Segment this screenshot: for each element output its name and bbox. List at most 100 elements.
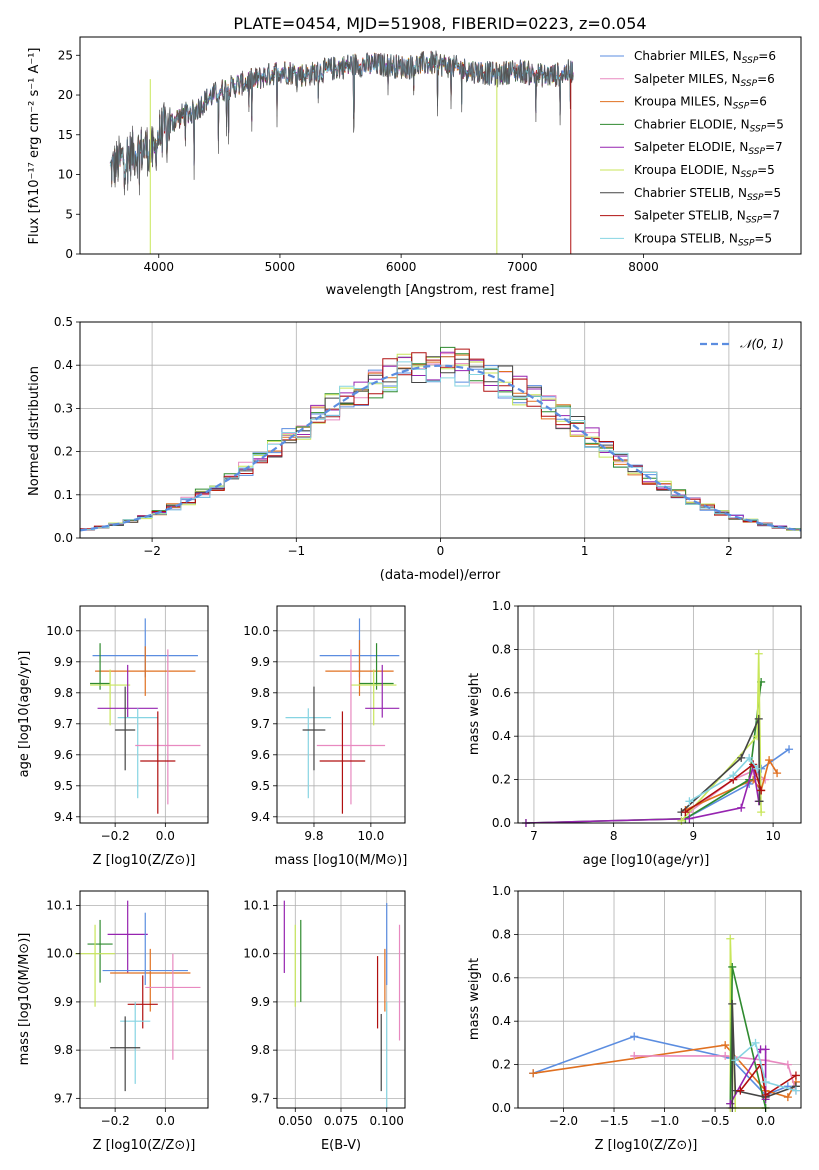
data-marker <box>736 1086 745 1095</box>
y-tick-label: 9.8 <box>251 1043 270 1057</box>
legend-label: Kroupa STELIB, NSSP=5 <box>634 231 772 248</box>
x-tick-label: 0.0 <box>756 1114 775 1128</box>
legend-label: Salpeter MILES, NSSP=6 <box>634 72 775 89</box>
y-tick-label: 9.7 <box>251 1091 270 1105</box>
age-z-xlabel: Z [log10(Z/Z⊙)] <box>93 853 196 868</box>
y-tick-label: 0.6 <box>492 686 511 700</box>
y-tick-label: 9.9 <box>54 995 73 1009</box>
legend-label: Kroupa MILES, NSSP=6 <box>634 95 767 112</box>
legend-label: Salpeter ELODIE, NSSP=7 <box>634 140 783 157</box>
y-tick-label: 10.0 <box>46 624 73 638</box>
x-tick-label: 0 <box>437 544 445 558</box>
data-marker <box>630 1032 639 1041</box>
weight-vs-z-panel: Z [log10(Z/Z⊙)] mass weight −2.0 −1.5 −1.0… <box>467 884 802 1153</box>
mass-ebv-xlabel: E(B-V) <box>321 1138 361 1153</box>
age-mass-xlabel: mass [log10(M/M⊙)] <box>275 853 408 868</box>
y-tick-label: 0.4 <box>492 1014 511 1028</box>
x-tick-label: 9.8 <box>304 829 323 843</box>
legend-label: Chabrier ELODIE, NSSP=5 <box>634 117 784 134</box>
y-tick-label: 9.7 <box>54 1091 73 1105</box>
spectrum-ylabel: Flux [fλ10⁻¹⁷ erg cm⁻² s⁻¹ A⁻¹] <box>27 48 42 245</box>
data-marker <box>728 962 737 971</box>
spectrum-panel: wavelength [Angstrom, rest frame] Flux [… <box>27 36 802 298</box>
plot-frame <box>517 605 802 824</box>
series-line <box>680 718 761 813</box>
weight-z-xlabel: Z [log10(Z/Z⊙)] <box>595 1138 698 1153</box>
data-marker <box>630 1051 639 1060</box>
x-tick-label: −0.2 <box>101 1114 130 1128</box>
data-marker <box>755 797 764 806</box>
data-marker <box>761 1077 770 1086</box>
data-marker <box>757 786 766 795</box>
y-tick-label: 0.0 <box>54 531 73 545</box>
data-marker <box>721 1051 730 1060</box>
x-tick-label: 8000 <box>628 260 659 274</box>
histogram-step-line <box>80 361 801 532</box>
age-vs-mass-panel: mass [log10(M/M⊙)] 9.8 10.0 9.4 9.5 9.6 9.7 9.… <box>243 605 408 868</box>
residuals-ylabel: Normed distribution <box>27 366 42 496</box>
data-marker <box>757 808 766 817</box>
y-tick-label: 0.8 <box>492 927 511 941</box>
x-tick-label: −2.0 <box>549 1114 578 1128</box>
weight-age-ylabel: mass weight <box>467 673 482 755</box>
y-tick-label: 9.6 <box>251 748 270 762</box>
y-tick-label: 20 <box>58 88 73 102</box>
weight-z-ylabel: mass weight <box>467 958 482 1040</box>
y-tick-label: 0.3 <box>54 401 73 415</box>
y-tick-label: 9.4 <box>251 810 270 824</box>
data-marker <box>737 803 746 812</box>
y-tick-label: 9.7 <box>54 717 73 731</box>
y-tick-label: 0.5 <box>54 315 73 329</box>
series-line <box>532 1035 789 1096</box>
y-tick-label: 9.9 <box>251 655 270 669</box>
residuals-panel: (data-model)/error Normed distribution −… <box>27 315 802 583</box>
age-z-ylabel: age [log10(age/yr)] <box>17 651 32 778</box>
data-marker <box>785 745 794 754</box>
y-tick-label: 9.7 <box>251 717 270 731</box>
x-tick-label: 9 <box>690 829 698 843</box>
observed-spectrum-line <box>110 50 574 196</box>
x-tick-label: 8 <box>610 829 618 843</box>
y-tick-label: 10.0 <box>46 947 73 961</box>
data-marker <box>681 808 690 817</box>
y-tick-label: 9.6 <box>54 748 73 762</box>
y-tick-label: 0.2 <box>492 1058 511 1072</box>
y-tick-label: 25 <box>58 48 73 62</box>
y-tick-label: 0.4 <box>492 729 511 743</box>
data-marker <box>754 649 763 658</box>
x-tick-label: 0.050 <box>278 1114 312 1128</box>
mass-vs-ebv-panel: E(B-V) 0.050 0.075 0.100 9.7 9.8 9.9 10.0 10.1 <box>243 890 406 1153</box>
data-marker <box>751 1038 760 1047</box>
y-tick-label: 0.1 <box>54 488 73 502</box>
y-tick-label: 10.1 <box>243 898 270 912</box>
y-tick-label: 1.0 <box>492 599 511 613</box>
data-marker <box>726 934 735 943</box>
x-tick-label: −0.2 <box>101 829 130 843</box>
y-tick-label: 10 <box>58 168 73 182</box>
data-marker <box>773 769 782 778</box>
legend-label: Kroupa ELODIE, NSSP=5 <box>634 163 775 180</box>
data-marker <box>761 1090 770 1099</box>
plot-frame <box>79 36 802 255</box>
data-marker <box>728 999 737 1008</box>
data-marker <box>737 753 746 762</box>
mass-vs-z-panel: Z [log10(Z/Z⊙)] mass [log10(M/M⊙)] −0.2 0… <box>17 890 209 1153</box>
y-tick-label: 9.5 <box>54 779 73 793</box>
y-tick-label: 0.6 <box>492 971 511 985</box>
legend-label: Chabrier STELIB, NSSP=5 <box>634 186 781 203</box>
y-tick-label: 0.0 <box>492 1101 511 1115</box>
data-marker <box>753 764 762 773</box>
legend-label: Salpeter STELIB, NSSP=7 <box>634 209 780 226</box>
figure-title: PLATE=0454, MJD=51908, FIBERID=0223, z=0… <box>233 14 646 33</box>
x-tick-label: 7 <box>530 829 538 843</box>
y-tick-label: 0 <box>65 247 73 261</box>
series-line <box>688 756 758 802</box>
plot-frame <box>79 890 209 1109</box>
data-marker <box>685 797 694 806</box>
y-tick-label: 10.1 <box>46 898 73 912</box>
data-marker <box>783 1093 792 1102</box>
y-tick-label: 9.4 <box>54 810 73 824</box>
y-tick-label: 9.9 <box>54 655 73 669</box>
y-tick-label: 0.2 <box>492 773 511 787</box>
